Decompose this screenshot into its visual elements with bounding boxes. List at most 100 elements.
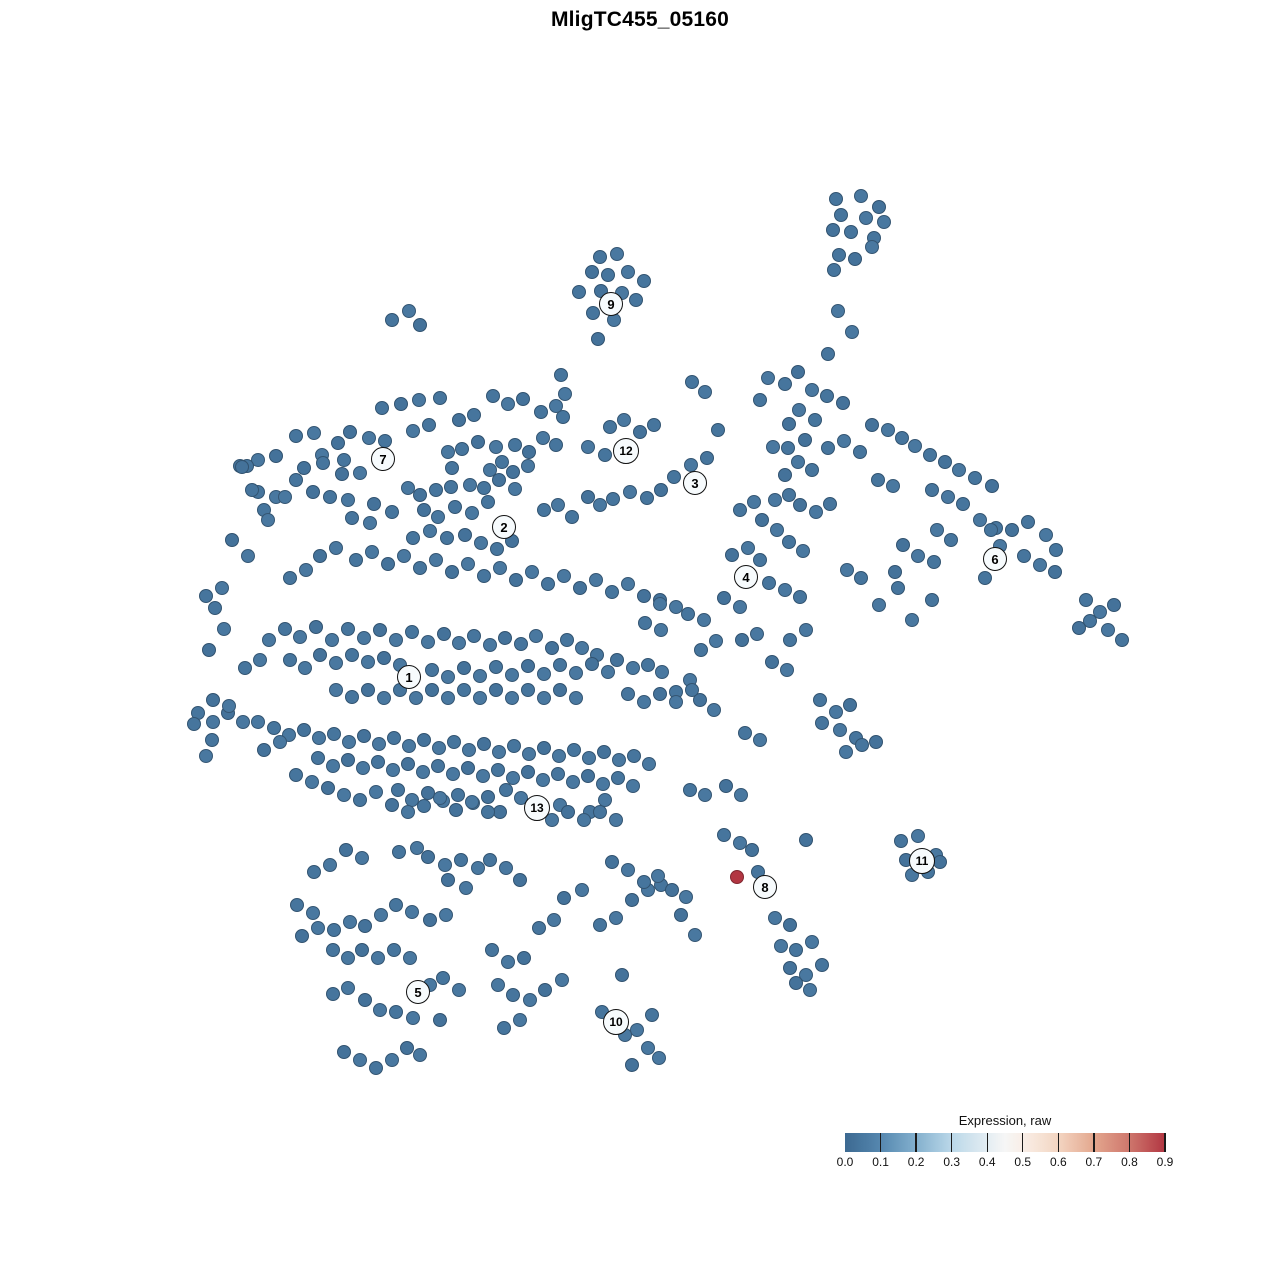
scatter-point [437,627,451,641]
colorbar-legend: Expression, raw 0.0 0.1 0.2 0.3 0.4 0.5 0.6 0.7… [837,1113,1174,1173]
scatter-point [799,833,813,847]
scatter-point [793,498,807,512]
scatter-point [789,976,803,990]
scatter-point [477,737,491,751]
scatter-point [353,793,367,807]
scatter-point [855,738,869,752]
cluster-label-2[interactable]: 2 [492,515,516,539]
scatter-point [694,643,708,657]
scatter-point [808,413,822,427]
scatter-point [412,393,426,407]
scatter-point [492,745,506,759]
scatter-point [888,565,902,579]
scatter-point [968,471,982,485]
scatter-point [637,589,651,603]
scatter-point [593,498,607,512]
scatter-point [557,891,571,905]
scatter-point [283,571,297,585]
scatter-point [278,490,292,504]
scatter-point [796,544,810,558]
scatter-point [597,745,611,759]
scatter-point [312,731,326,745]
scatter-point [385,798,399,812]
scatter-point [1101,623,1115,637]
scatter-point [489,440,503,454]
scatter-point [813,693,827,707]
colorbar-bar-wrap [845,1133,1166,1152]
scatter-point [938,455,952,469]
cluster-label-5[interactable]: 5 [406,980,430,1004]
scatter-point [225,533,239,547]
scatter-point [1017,549,1031,563]
scatter-point [653,687,667,701]
cluster-label-8[interactable]: 8 [753,875,777,899]
scatter-point [337,1045,351,1059]
scatter-point [626,661,640,675]
scatter-point [761,371,775,385]
scatter-point [973,513,987,527]
scatter-point [245,483,259,497]
scatter-point [516,392,530,406]
scatter-point [490,542,504,556]
scatter-point [343,915,357,929]
scatter-point [750,627,764,641]
scatter-point [406,424,420,438]
cluster-label-10[interactable]: 10 [603,1009,629,1035]
scatter-point [1021,515,1035,529]
scatter-point [556,410,570,424]
scatter-point [554,368,568,382]
scatter-point [640,491,654,505]
scatter-point [326,987,340,1001]
scatter-point [361,683,375,697]
scatter-point [321,781,335,795]
cluster-label-6[interactable]: 6 [983,547,1007,571]
scatter-point [667,470,681,484]
cluster-label-12[interactable]: 12 [613,438,639,464]
scatter-point [782,488,796,502]
scatter-point [871,473,885,487]
scatter-point [844,225,858,239]
cluster-label-1[interactable]: 1 [397,665,421,689]
scatter-point [637,274,651,288]
scatter-point [688,928,702,942]
cluster-label-9[interactable]: 9 [599,292,623,316]
scatter-point [621,863,635,877]
scatter-point [565,510,579,524]
scatter-point [293,630,307,644]
scatter-point [1093,605,1107,619]
scatter-point [933,855,947,869]
scatter-point [355,851,369,865]
cluster-label-7[interactable]: 7 [371,447,395,471]
scatter-point [553,683,567,697]
scatter-point [669,600,683,614]
scatter-point [521,659,535,673]
scatter-point [423,524,437,538]
scatter-point [911,829,925,843]
scatter-point [956,497,970,511]
scatter-point [345,648,359,662]
scatter-point [923,448,937,462]
scatter-point [309,620,323,634]
scatter-point [532,921,546,935]
scatter-point [865,418,879,432]
cluster-label-11[interactable]: 11 [909,848,935,874]
page-title: MligTC455_05160 [550,8,730,31]
scatter-point [476,769,490,783]
scatter-point [747,495,761,509]
scatter-point [881,423,895,437]
scatter-point [417,733,431,747]
scatter-point [853,445,867,459]
scatter-point [297,461,311,475]
cluster-label-3[interactable]: 3 [683,471,707,495]
scatter-point [353,466,367,480]
scatter-point [698,788,712,802]
scatter-point [826,223,840,237]
cluster-label-13[interactable]: 13 [524,795,550,821]
scatter-point [513,873,527,887]
scatter-point [452,413,466,427]
cluster-label-4[interactable]: 4 [734,565,758,589]
scatter-point [473,669,487,683]
scatter-point [582,751,596,765]
scatter-point [327,727,341,741]
scatter-point [753,733,767,747]
